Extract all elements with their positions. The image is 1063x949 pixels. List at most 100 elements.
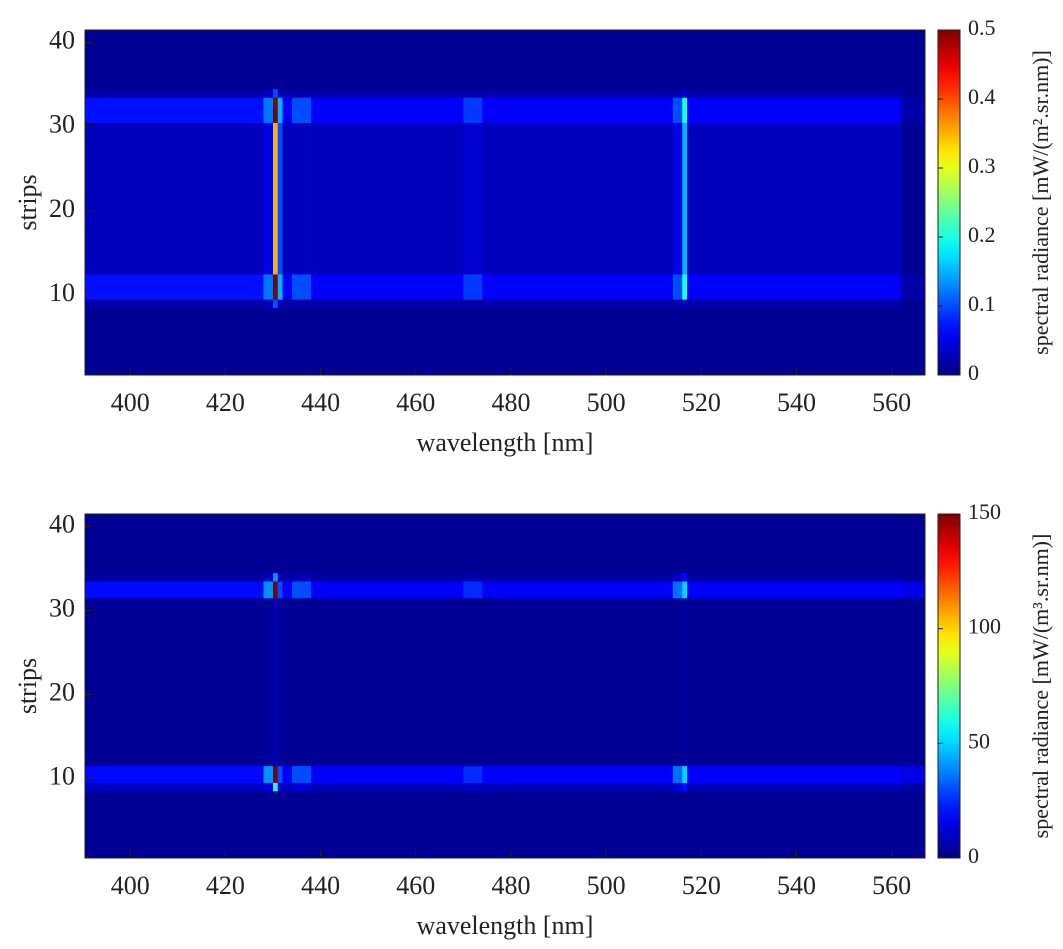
- heatmap-cell: [277, 307, 283, 376]
- heatmap-cell: [272, 782, 279, 792]
- heatmap-cell: [682, 122, 688, 275]
- heatmap-cell: [263, 572, 274, 582]
- heatmap-cell: [292, 299, 312, 309]
- heatmap-cell: [311, 765, 464, 783]
- heatmap-cell: [672, 782, 683, 792]
- heatmap-cell: [463, 307, 483, 376]
- heatmap-cell: [482, 581, 674, 599]
- y-tick-label: 10: [49, 761, 75, 790]
- heatmap-cell: [311, 514, 464, 574]
- heatmap-cell: [901, 88, 926, 98]
- x-tick-label: 440: [301, 388, 340, 417]
- heatmap-cell: [263, 30, 274, 90]
- heatmap-cell: [311, 581, 464, 599]
- heatmap-cell: [682, 765, 688, 783]
- colorbar-tick-label: 50: [968, 728, 990, 753]
- x-tick-label: 400: [111, 388, 150, 417]
- heatmap-cell: [292, 597, 312, 767]
- heatmap-cell: [85, 782, 264, 792]
- heatmap-cell: [282, 782, 293, 792]
- heatmap-cell: [901, 97, 926, 123]
- heatmap-cell: [272, 581, 279, 599]
- colorbar-tick-label: 150: [968, 499, 1001, 524]
- heatmap-cell: [463, 97, 483, 123]
- heatmap-cell: [272, 88, 279, 98]
- heatmap-cell: [263, 97, 274, 123]
- heatmap-cell: [292, 765, 312, 783]
- heatmap-cell: [682, 30, 688, 90]
- heatmap-cell: [482, 514, 674, 574]
- heatmap-cell: [277, 514, 283, 574]
- colorbar-label: spectral radiance [mW/(m³.sr.nm)]: [1028, 534, 1053, 839]
- heatmap-cell: [482, 307, 674, 376]
- heatmap-cell: [277, 88, 283, 98]
- heatmap-cell: [311, 572, 464, 582]
- heatmap-cell: [672, 97, 683, 123]
- heatmap-cell: [687, 97, 902, 123]
- colorbar-tick-label: 0: [968, 843, 979, 868]
- heatmap-cell: [672, 581, 683, 599]
- heatmap-cell: [687, 765, 902, 783]
- heatmap-cell: [272, 30, 279, 90]
- heatmap-cell: [311, 307, 464, 376]
- heatmap-cell: [277, 97, 283, 123]
- heatmap-cell: [272, 597, 279, 767]
- heatmap-cell: [263, 274, 274, 300]
- x-axis-label: wavelength [nm]: [417, 428, 594, 457]
- heatmap-cell: [263, 597, 274, 767]
- heatmap-cell: [292, 514, 312, 574]
- heatmap-cell: [277, 790, 283, 859]
- heatmap-cell: [282, 30, 293, 90]
- heatmap-cell: [463, 790, 483, 859]
- heatmap-cell: [463, 88, 483, 98]
- heatmap-cell: [292, 782, 312, 792]
- heatmap-cell: [682, 307, 688, 376]
- colorbar-tick-label: 0: [968, 360, 979, 385]
- heatmap-cell: [901, 30, 926, 90]
- x-tick-label: 500: [587, 871, 626, 900]
- heatmap-cell: [901, 299, 926, 309]
- heatmap-cell: [901, 765, 926, 783]
- heatmap-cell: [687, 572, 902, 582]
- heatmap-cell: [272, 790, 279, 859]
- x-tick-label: 560: [872, 388, 911, 417]
- heatmap-cell: [263, 765, 274, 783]
- heatmap-cell: [277, 299, 283, 309]
- heatmap-cell: [277, 30, 283, 90]
- heatmap-cell: [687, 581, 902, 599]
- heatmap-cell: [311, 97, 464, 123]
- heatmap-cell: [682, 572, 688, 582]
- heatmap-cell: [901, 307, 926, 376]
- heatmap-cell: [901, 597, 926, 767]
- heatmap-cell: [463, 581, 483, 599]
- colorbar-tick-label: 0.5: [968, 15, 996, 40]
- heatmap-cell: [282, 122, 293, 275]
- heatmap-cell: [263, 88, 274, 98]
- heatmap-cell: [687, 299, 902, 309]
- heatmap-cell: [85, 299, 264, 309]
- heatmap-cell: [682, 790, 688, 859]
- y-tick-label: 40: [49, 510, 75, 539]
- colorbar-tick-label: 0.4: [968, 84, 996, 109]
- x-tick-label: 440: [301, 871, 340, 900]
- heatmap-cell: [463, 299, 483, 309]
- heatmap-cell: [901, 122, 926, 275]
- x-tick-label: 480: [491, 871, 530, 900]
- heatmap-cell: [672, 274, 683, 300]
- x-tick-label: 420: [206, 871, 245, 900]
- heatmap-cell: [282, 299, 293, 309]
- heatmap-cell: [85, 572, 264, 582]
- heatmap-cell: [482, 88, 674, 98]
- x-tick-label: 480: [491, 388, 530, 417]
- heatmap-cell: [482, 97, 674, 123]
- heatmap-cell: [85, 274, 264, 300]
- heatmap-cell: [672, 514, 683, 574]
- heatmap-cell: [672, 572, 683, 582]
- heatmap-cell: [263, 307, 274, 376]
- heatmap-cell: [682, 514, 688, 574]
- heatmap-cell: [277, 572, 283, 582]
- heatmap-cell: [687, 122, 902, 275]
- y-axis-label: strips: [13, 658, 42, 714]
- heatmap-cell: [482, 782, 674, 792]
- heatmap-cell: [482, 790, 674, 859]
